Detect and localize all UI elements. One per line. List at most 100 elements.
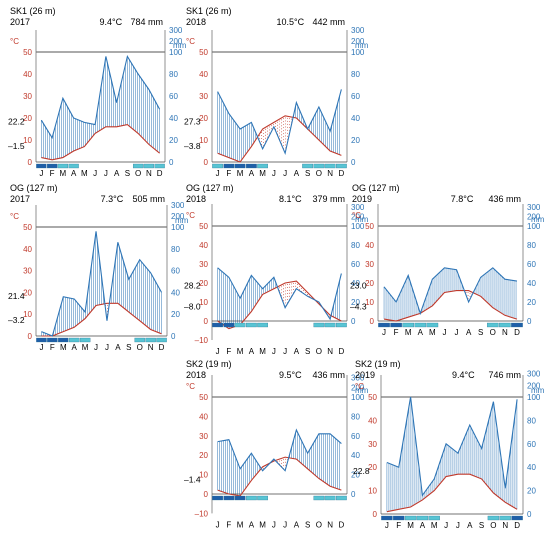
precip-tick: 100: [351, 48, 365, 57]
month-label: O: [316, 347, 322, 356]
arid-dot: [283, 300, 285, 302]
arid-dot: [285, 126, 287, 128]
month-label: J: [444, 521, 448, 530]
arid-dot: [267, 130, 269, 132]
temp-tick: 10: [368, 487, 377, 496]
temp-tick: 30: [199, 260, 208, 269]
mean-temp-label: 9.5°C: [279, 370, 302, 380]
temp-tick: 30: [199, 432, 208, 441]
arid-dot: [289, 124, 291, 126]
year-label: 2017: [10, 194, 30, 204]
month-label: F: [226, 347, 231, 356]
precip-tick: 40: [171, 288, 180, 297]
month-label: D: [338, 169, 344, 178]
month-label: J: [283, 169, 287, 178]
min-temp-label: –3.8: [184, 141, 201, 151]
arid-dot: [293, 289, 295, 291]
precip-tick: 60: [527, 260, 536, 269]
arid-dot: [285, 296, 287, 298]
arid-dot: [289, 292, 291, 294]
precip-tick: 0: [351, 158, 356, 167]
frost-bar-J: [212, 163, 223, 169]
arid-dot: [277, 130, 279, 132]
climate-panel-6: SK2 (19 m)2019 9.4°C 746 mm°C mm01020304050…: [353, 359, 545, 530]
arid-dot: [469, 292, 471, 294]
temp-tick: –10: [195, 509, 209, 518]
temp-tick: 30: [199, 92, 208, 101]
arid-dot: [289, 283, 291, 285]
arid-dot: [275, 125, 277, 127]
month-label: A: [418, 328, 424, 337]
arid-dot: [267, 133, 269, 135]
month-label: J: [39, 169, 43, 178]
precip-tick: 0: [169, 158, 174, 167]
frost-bar-N: [324, 163, 336, 169]
arid-dot: [285, 123, 287, 125]
month-label: M: [60, 343, 67, 352]
precip-tick: 100: [171, 223, 185, 232]
precip-tick: 200: [169, 37, 183, 46]
annual-precip-label: 746 mm: [488, 370, 521, 380]
frost-bar-M: [57, 163, 69, 169]
precipitation-curve: [217, 89, 342, 155]
month-label: A: [294, 520, 300, 529]
precip-tick: 100: [351, 393, 365, 402]
frost-bar-M: [426, 322, 439, 328]
frost-bar-M: [257, 322, 268, 328]
temp-unit-label: °C: [355, 382, 364, 391]
temp-tick: 40: [199, 241, 208, 250]
arid-dot: [291, 289, 293, 291]
station-title: OG (127 m): [186, 183, 234, 193]
month-label: A: [467, 521, 473, 530]
month-label: M: [237, 347, 244, 356]
mean-temp-label: 10.5°C: [276, 17, 304, 27]
arid-dot: [281, 131, 283, 133]
frost-bar-F: [223, 495, 235, 501]
precipitation-curve: [217, 428, 342, 472]
arid-dot: [281, 128, 283, 130]
precip-tick: 20: [171, 310, 180, 319]
month-label: M: [431, 521, 438, 530]
arid-dot: [273, 124, 275, 125]
precip-tick: 200: [351, 383, 365, 392]
month-label: J: [216, 520, 220, 529]
temp-tick: 20: [23, 114, 32, 123]
min-temp-label: –3.2: [8, 315, 25, 325]
arid-dot: [287, 126, 289, 128]
frost-bar-J: [378, 322, 390, 328]
month-label: J: [272, 169, 276, 178]
precipitation-curve: [40, 54, 161, 140]
arid-dot: [291, 286, 293, 288]
month-label: A: [466, 328, 472, 337]
frost-bar-J: [212, 322, 223, 328]
precip-tick: 20: [351, 136, 360, 145]
station-title: OG (127 m): [10, 183, 58, 193]
frost-bar-M: [428, 515, 440, 521]
year-label: 2019: [355, 370, 375, 380]
arid-dot: [283, 118, 285, 120]
precip-tick: 40: [527, 463, 536, 472]
arid-dot: [279, 287, 281, 289]
arid-dot: [283, 294, 285, 296]
temp-tick: 10: [23, 310, 32, 319]
temp-tick: 0: [204, 490, 209, 499]
month-label: A: [72, 343, 78, 352]
arid-dot: [305, 292, 307, 293]
frost-bar-M: [402, 322, 415, 328]
arid-dot: [265, 128, 267, 130]
precip-tick: 200: [527, 381, 541, 390]
precip-tick: 40: [351, 114, 360, 123]
arid-dot: [287, 120, 289, 122]
month-label: J: [283, 520, 287, 529]
precip-tick: 0: [351, 317, 356, 326]
climate-panel-0: SK1 (26 m)2017 9.4°C 784 mm °C mm 0 10 20 30 40 50…: [8, 6, 187, 178]
arid-dot: [269, 129, 271, 131]
frost-bar-A: [416, 515, 429, 521]
temperature-curve: [217, 456, 342, 497]
month-label: O: [490, 521, 496, 530]
temp-tick: 0: [28, 332, 33, 341]
month-label: D: [514, 521, 520, 530]
precip-tick: 200: [527, 213, 541, 222]
arid-dot: [287, 290, 289, 292]
annual-precip-label: 436 mm: [488, 194, 521, 204]
